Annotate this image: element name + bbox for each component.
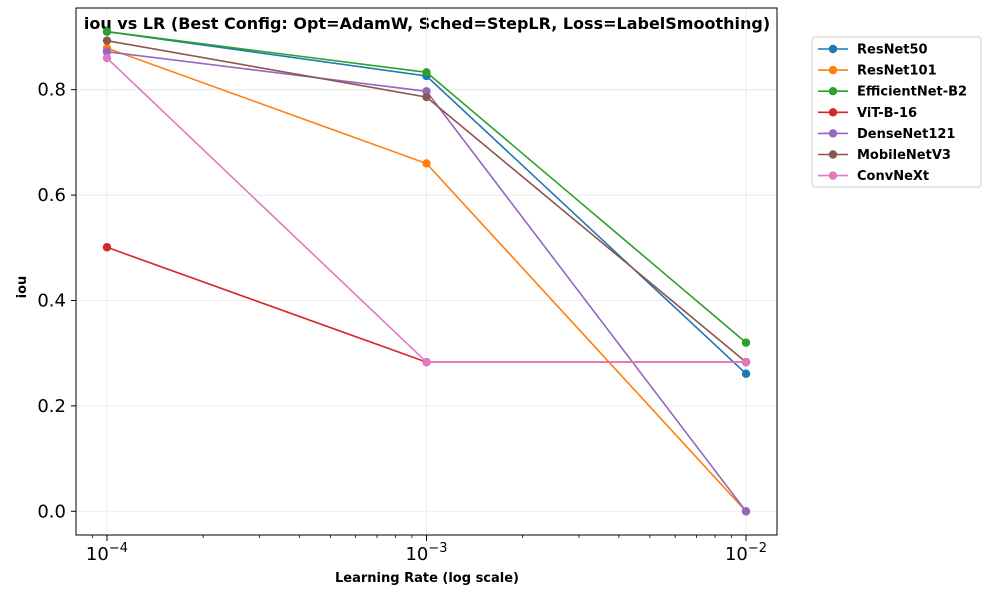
series-layer	[102, 27, 751, 516]
legend-label: DenseNet121	[857, 127, 955, 142]
y-tick-label: 0.6	[37, 185, 66, 206]
legend-label: ResNet50	[857, 43, 928, 58]
legend: ResNet50 ResNet101 EfficientNet-B2 ViT-B-16…	[811, 36, 982, 188]
data-point	[102, 27, 112, 36]
legend-label: ConvNeXt	[857, 169, 929, 184]
y-tick-label: 0.4	[37, 290, 66, 311]
data-point	[741, 369, 751, 378]
data-point	[741, 357, 751, 367]
legend-label: ViT-B-16	[857, 106, 917, 121]
data-point	[422, 68, 431, 77]
legend-swatch-marker	[828, 150, 838, 159]
data-point	[422, 87, 431, 96]
chart-title: iou vs LR (Best Config: Opt=AdamW, Sched…	[84, 14, 770, 33]
legend-swatch-marker	[828, 171, 838, 180]
data-point	[102, 243, 112, 252]
data-point	[422, 357, 431, 367]
x-tick-label: 10−4	[86, 541, 128, 565]
y-tick-label: 0.0	[37, 501, 66, 522]
legend-swatch-marker	[828, 87, 838, 96]
legend-swatch-marker	[828, 129, 838, 138]
x-tick-label: 10−2	[725, 541, 767, 565]
legend-label: EfficientNet-B2	[857, 85, 967, 100]
legend-box	[811, 36, 982, 188]
data-point	[741, 338, 751, 347]
data-point	[422, 92, 431, 102]
legend-label: ResNet101	[857, 64, 937, 79]
legend-swatch-marker	[828, 108, 838, 117]
data-point	[102, 47, 112, 56]
y-tick-label: 0.8	[37, 80, 66, 101]
data-point	[741, 507, 751, 516]
data-point	[102, 53, 112, 63]
x-axis: 10−4 10−3 10−2	[86, 535, 767, 565]
y-axis-label: iou	[15, 276, 30, 299]
legend-label: MobileNetV3	[857, 148, 951, 163]
legend-swatch-marker	[828, 44, 838, 54]
grid	[76, 8, 777, 535]
y-tick-label: 0.2	[37, 396, 66, 417]
legend-swatch-marker	[828, 65, 838, 75]
data-point	[422, 159, 431, 168]
y-axis: 0.0 0.2 0.4 0.6 0.8	[37, 80, 76, 522]
x-axis-label: Learning Rate (log scale)	[335, 571, 519, 586]
data-point	[102, 36, 112, 45]
x-tick-label: 10−3	[405, 541, 447, 565]
